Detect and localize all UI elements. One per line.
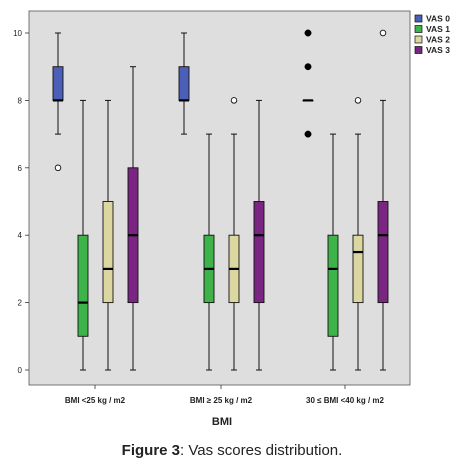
legend-label-vas-3: VAS 3: [426, 45, 450, 55]
legend-swatch-vas-1: [414, 25, 423, 33]
box-vas-1-cat3: [327, 133, 339, 371]
legend-label-vas-0: VAS 0: [426, 14, 450, 24]
box-iqr: [327, 234, 339, 337]
box-vas-0-cat3: [302, 29, 314, 138]
caption-label: Figure 3: [121, 442, 181, 459]
x-axis-title: BMI: [212, 416, 232, 428]
figure-caption: Figure 3: Vas scores distribution.: [0, 442, 464, 459]
box-iqr: [77, 234, 89, 337]
x-tick-label-1: BMI <25 kg / m2: [65, 396, 126, 405]
box-groups: [52, 29, 389, 371]
box-iqr: [102, 201, 114, 304]
extreme-point: [304, 63, 312, 71]
legend-swatch-vas-3: [414, 46, 423, 54]
y-tick-label-4: 4: [18, 231, 23, 240]
legend-label-vas-1: VAS 1: [426, 24, 450, 34]
legend-label-vas-2: VAS 2: [426, 35, 450, 45]
plot-area: [28, 10, 411, 386]
outlier-point: [354, 97, 362, 104]
extreme-point: [304, 29, 312, 37]
y-tick-label-0: 0: [18, 366, 23, 375]
box-vas-0-cat2: [178, 32, 190, 135]
box-iqr: [178, 66, 190, 101]
box-vas-1-cat2: [203, 133, 215, 371]
box-vas-3-cat2: [253, 99, 265, 371]
box-vas-3-cat1: [127, 66, 139, 371]
outlier-point: [230, 97, 238, 104]
box-vas-1-cat1: [77, 99, 89, 371]
y-tick-label-10: 10: [13, 29, 22, 38]
box-vas-2-cat3: [352, 97, 364, 371]
box-iqr: [253, 201, 265, 304]
outlier-point: [379, 29, 387, 37]
boxplot-chart: 0 2 4 6 8 10 BMI <25 kg / m2 BMI ≥ 25 kg / m2 3…: [13, 10, 451, 428]
box-vas-2-cat2: [228, 97, 240, 371]
outlier-point: [54, 164, 62, 172]
x-tick-label-3: 30 ≤ BMI <40 kg / m2: [306, 396, 385, 405]
box-vas-0-cat1: [52, 32, 64, 172]
box-iqr: [352, 234, 364, 304]
x-axis: BMI <25 kg / m2 BMI ≥ 25 kg / m2 30 ≤ BMI …: [65, 385, 385, 405]
x-tick-label-2: BMI ≥ 25 kg / m2: [190, 396, 253, 405]
legend-swatch-vas-2: [414, 35, 423, 44]
box-vas-3-cat3: [377, 29, 389, 371]
y-axis: 0 2 4 6 8 10: [13, 29, 29, 375]
caption-text: : Vas scores distribution.: [180, 442, 343, 459]
y-tick-label-8: 8: [18, 96, 23, 105]
y-tick-label-6: 6: [18, 164, 23, 173]
y-tick-label-2: 2: [18, 299, 23, 308]
legend-swatch-vas-0: [414, 14, 423, 23]
box-iqr: [377, 201, 389, 304]
box-iqr: [52, 66, 64, 101]
box-vas-2-cat1: [102, 99, 114, 371]
extreme-point: [304, 130, 312, 138]
